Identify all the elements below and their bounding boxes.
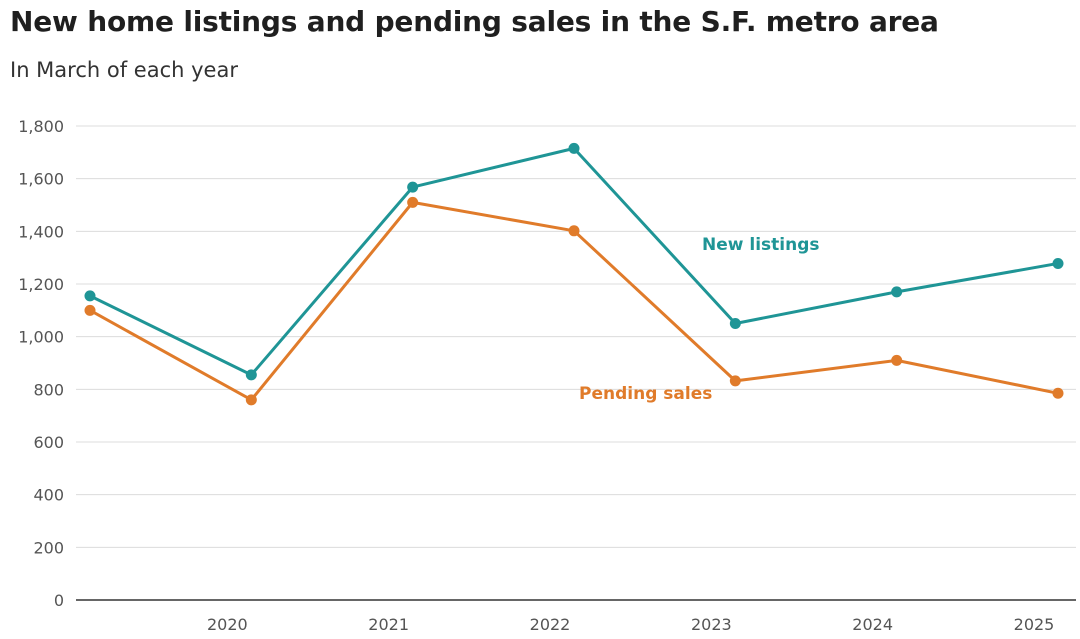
point-new-listings-2020: [245, 369, 257, 381]
y-tick-label-600: 600: [33, 433, 64, 452]
point-new-listings-2024: [891, 286, 903, 298]
x-tick-label-2021: 2021: [368, 615, 409, 634]
point-pending-sales-2020: [245, 394, 257, 406]
point-pending-sales-2024: [891, 354, 903, 366]
x-tick-label-2020: 2020: [207, 615, 248, 634]
point-new-listings-2025: [1052, 257, 1064, 269]
y-tick-label-1400: 1,400: [18, 222, 64, 241]
point-pending-sales-2022: [568, 225, 580, 237]
point-pending-sales-2023: [729, 375, 741, 387]
point-pending-sales-2019: [84, 304, 96, 316]
chart-subtitle: In March of each year: [10, 58, 238, 82]
series-label-new-listings: New listings: [702, 235, 820, 255]
series-label-pending-sales: Pending sales: [579, 384, 712, 404]
y-tick-label-400: 400: [33, 486, 64, 505]
gridlines: [76, 125, 1076, 548]
series: [84, 142, 1064, 406]
point-new-listings-2023: [729, 318, 741, 329]
point-new-listings-2022: [568, 142, 580, 154]
y-tick-label-200: 200: [33, 538, 64, 557]
chart-title: New home listings and pending sales in t…: [10, 5, 939, 38]
y-tick-label-1800: 1,800: [18, 117, 64, 136]
x-tick-label-2024: 2024: [852, 615, 893, 634]
point-pending-sales-2025: [1052, 387, 1064, 399]
point-new-listings-2021: [407, 181, 419, 193]
axes: 0 200 400 600 800 1,000 1,200 1,400 1,600 1,800 20…: [18, 117, 1076, 634]
point-pending-sales-2021: [407, 196, 419, 208]
x-tick-label-2025: 2025: [1014, 615, 1055, 634]
y-tick-label-1200: 1,200: [18, 275, 64, 294]
y-tick-label-0: 0: [54, 591, 64, 610]
x-tick-label-2022: 2022: [530, 615, 571, 634]
y-tick-label-1000: 1,000: [18, 328, 64, 347]
series-line-new-listings: [88, 146, 1060, 377]
point-new-listings-2019: [84, 290, 96, 302]
y-tick-label-800: 800: [33, 380, 64, 399]
series-labels: New listings Pending sales: [579, 235, 820, 404]
x-tick-label-2023: 2023: [691, 615, 732, 634]
y-tick-label-1600: 1,600: [18, 170, 64, 189]
